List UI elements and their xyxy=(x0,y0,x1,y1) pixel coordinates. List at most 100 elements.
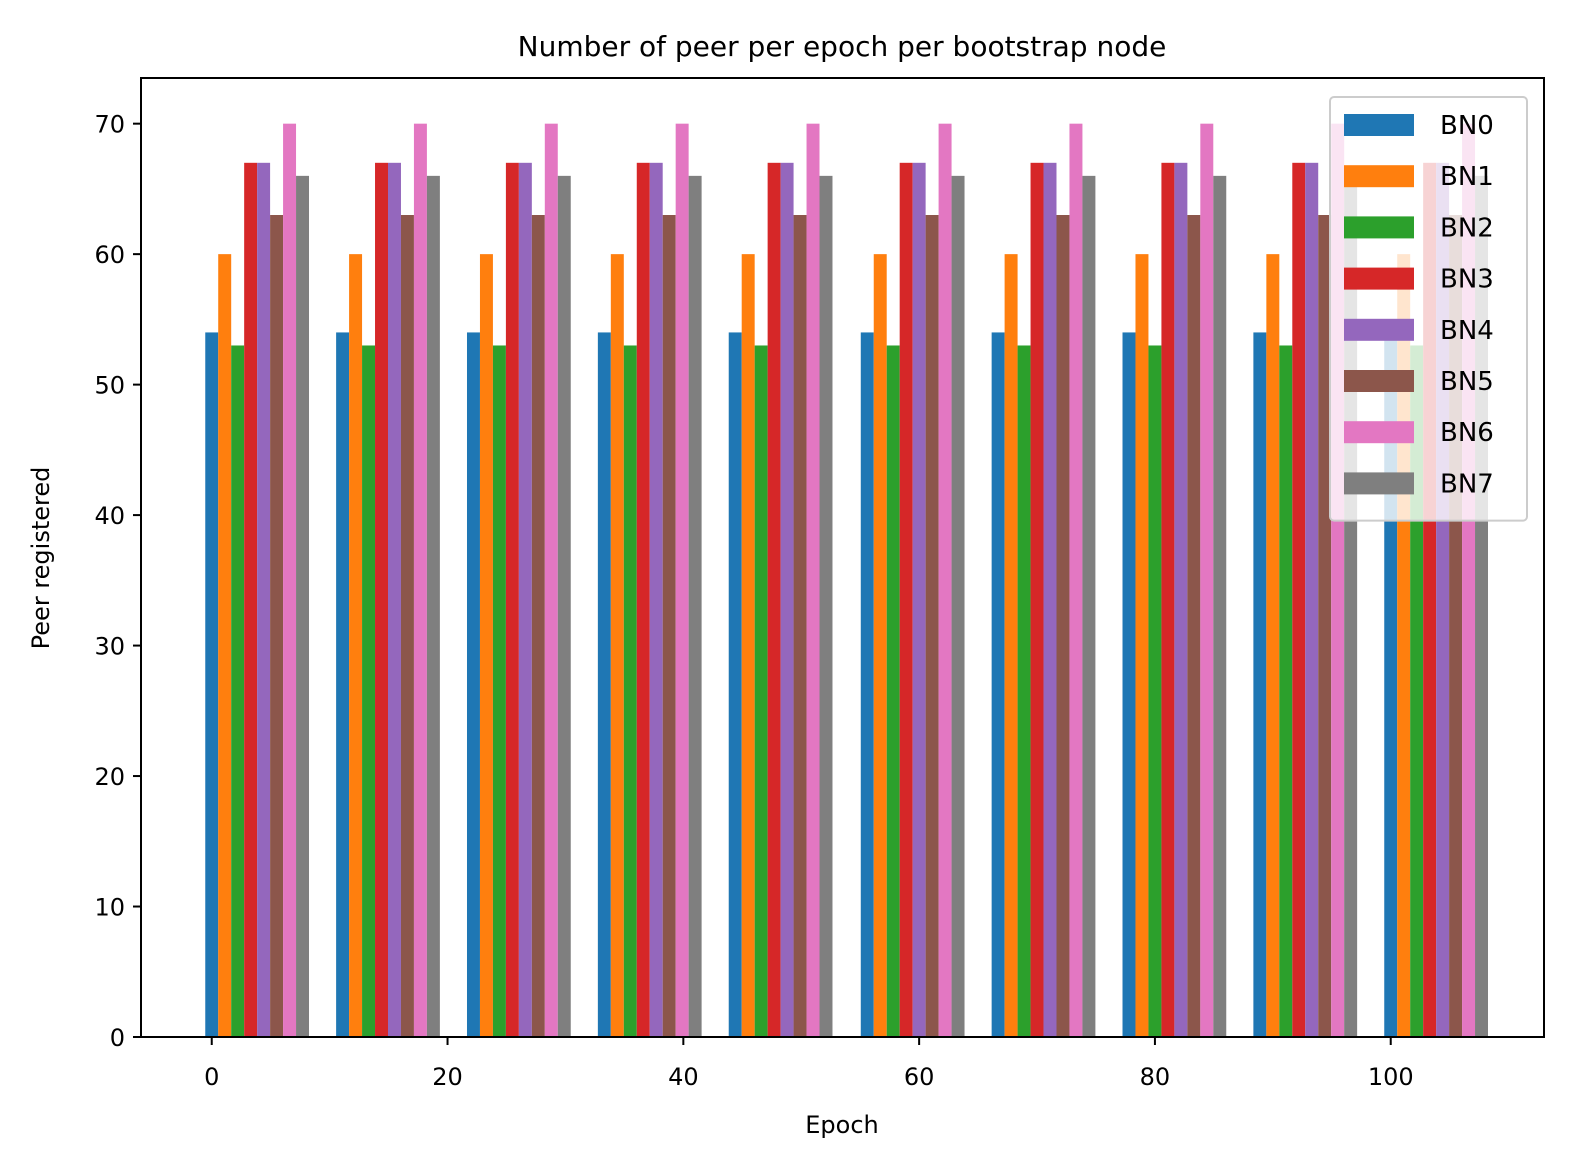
bar-bn5-group-0 xyxy=(270,215,284,1037)
bar-bn0-group-6 xyxy=(991,332,1005,1037)
bar-bn4-group-0 xyxy=(257,162,271,1037)
bar-bn0-group-3 xyxy=(597,332,611,1037)
bar-bn1-group-3 xyxy=(610,254,624,1037)
bar-bn5-group-4 xyxy=(793,215,807,1037)
bar-bn6-group-7 xyxy=(1200,123,1214,1038)
bar-bn1-group-8 xyxy=(1266,254,1280,1037)
y-tick-label: 0 xyxy=(110,1024,125,1052)
bar-bn6-group-3 xyxy=(675,123,689,1038)
bar-bn6-group-5 xyxy=(938,123,952,1038)
bar-bn0-group-0 xyxy=(205,332,219,1037)
legend-label-bn7: BN7 xyxy=(1440,469,1494,499)
bar-bn3-group-8 xyxy=(1292,162,1306,1037)
bar-bn1-group-4 xyxy=(741,254,755,1037)
bar-bn0-group-7 xyxy=(1122,332,1136,1037)
legend-swatch-bn4 xyxy=(1344,318,1414,341)
bar-bn7-group-7 xyxy=(1213,175,1227,1038)
bar-bn6-group-2 xyxy=(544,123,558,1038)
bar-bn6-group-0 xyxy=(283,123,297,1038)
bar-bn5-group-1 xyxy=(400,215,414,1037)
bar-bn7-group-6 xyxy=(1082,175,1096,1038)
legend-swatch-bn2 xyxy=(1344,216,1414,239)
bar-bn3-group-0 xyxy=(244,162,258,1037)
bar-bn5-group-6 xyxy=(1056,215,1070,1037)
bar-bn7-group-5 xyxy=(951,175,965,1038)
bar-bn3-group-5 xyxy=(899,162,913,1037)
legend-label-bn2: BN2 xyxy=(1440,213,1494,243)
bar-bn4-group-5 xyxy=(912,162,926,1037)
bar-bn4-group-1 xyxy=(388,162,401,1037)
bar-bn2-group-4 xyxy=(754,345,768,1038)
bar-bn2-group-2 xyxy=(492,345,506,1038)
bar-bn3-group-7 xyxy=(1161,162,1175,1037)
bar-bn7-group-1 xyxy=(426,175,440,1038)
bar-bn0-group-1 xyxy=(336,332,350,1037)
legend-label-bn3: BN3 xyxy=(1440,265,1494,295)
y-tick-label: 20 xyxy=(94,763,125,791)
bar-bn0-group-4 xyxy=(728,332,742,1037)
bar-bn2-group-5 xyxy=(886,345,900,1038)
y-tick-label: 40 xyxy=(94,502,125,530)
legend-swatch-bn6 xyxy=(1344,421,1414,444)
bar-bn2-group-6 xyxy=(1017,345,1031,1038)
bar-bn3-group-1 xyxy=(375,162,388,1037)
bar-bn6-group-6 xyxy=(1069,123,1083,1038)
chart-title: Number of peer per epoch per bootstrap n… xyxy=(518,30,1167,63)
bar-bn6-group-1 xyxy=(413,123,427,1038)
bar-bn0-group-5 xyxy=(860,332,874,1037)
legend-label-bn6: BN6 xyxy=(1440,418,1494,448)
x-tick-label: 100 xyxy=(1368,1063,1414,1091)
bar-bn7-group-3 xyxy=(688,175,702,1038)
bar-bn0-group-2 xyxy=(466,332,480,1037)
bar-bn2-group-7 xyxy=(1148,345,1162,1038)
bar-bn4-group-7 xyxy=(1174,162,1188,1037)
legend-swatch-bn7 xyxy=(1344,472,1414,495)
legend-swatch-bn5 xyxy=(1344,370,1414,392)
bar-bn1-group-0 xyxy=(218,254,232,1037)
bar-bn5-group-8 xyxy=(1318,215,1332,1037)
bar-bn5-group-3 xyxy=(662,215,676,1037)
x-tick-label: 0 xyxy=(204,1063,219,1091)
bar-bn4-group-2 xyxy=(518,162,532,1037)
legend-label-bn1: BN1 xyxy=(1440,162,1494,192)
x-tick-label: 80 xyxy=(1140,1063,1171,1091)
legend-box xyxy=(1329,96,1528,522)
x-tick-label: 60 xyxy=(904,1063,935,1091)
legend-label-bn5: BN5 xyxy=(1440,367,1494,397)
bar-bn7-group-4 xyxy=(819,175,833,1038)
y-tick-label: 50 xyxy=(94,372,125,400)
bar-bn2-group-3 xyxy=(623,345,637,1038)
legend-label-bn4: BN4 xyxy=(1440,316,1494,346)
bar-bn2-group-0 xyxy=(231,345,245,1038)
y-tick-label: 30 xyxy=(94,633,125,661)
legend-swatch-bn0 xyxy=(1344,114,1414,136)
x-tick-label: 40 xyxy=(668,1063,699,1091)
bar-bn3-group-6 xyxy=(1030,162,1044,1037)
axes-layer: 0 20 40 60 80 100 0 10 20 30 40 50 60 70 xyxy=(94,111,1413,1091)
bar-bn1-group-6 xyxy=(1004,254,1018,1037)
bar-bn7-group-2 xyxy=(557,175,571,1038)
bar-bn3-group-2 xyxy=(505,162,519,1037)
bar-bn2-group-1 xyxy=(362,345,376,1038)
y-tick-label: 70 xyxy=(94,111,125,139)
bar-bn3-group-4 xyxy=(767,162,781,1037)
bar-bn1-group-7 xyxy=(1135,254,1149,1037)
y-axis-label: Peer registered xyxy=(27,467,55,650)
bar-bn5-group-5 xyxy=(925,215,939,1037)
bar-bn1-group-1 xyxy=(349,254,363,1037)
bar-bn5-group-2 xyxy=(531,215,545,1037)
bar-bn4-group-6 xyxy=(1043,162,1057,1037)
plot-frame xyxy=(140,77,1545,1038)
bar-bn2-group-8 xyxy=(1279,345,1293,1038)
bar-bn1-group-5 xyxy=(873,254,887,1037)
bar-bn3-group-3 xyxy=(636,162,650,1037)
bar-bn4-group-3 xyxy=(649,162,663,1037)
bar-bn6-group-4 xyxy=(806,123,820,1038)
bar-bn5-group-7 xyxy=(1187,215,1201,1037)
y-tick-label: 10 xyxy=(94,894,125,922)
y-tick-label: 60 xyxy=(94,241,125,269)
legend-swatch-bn3 xyxy=(1344,267,1414,290)
legend-swatch-bn1 xyxy=(1344,165,1414,188)
bar-bn4-group-4 xyxy=(780,162,794,1037)
